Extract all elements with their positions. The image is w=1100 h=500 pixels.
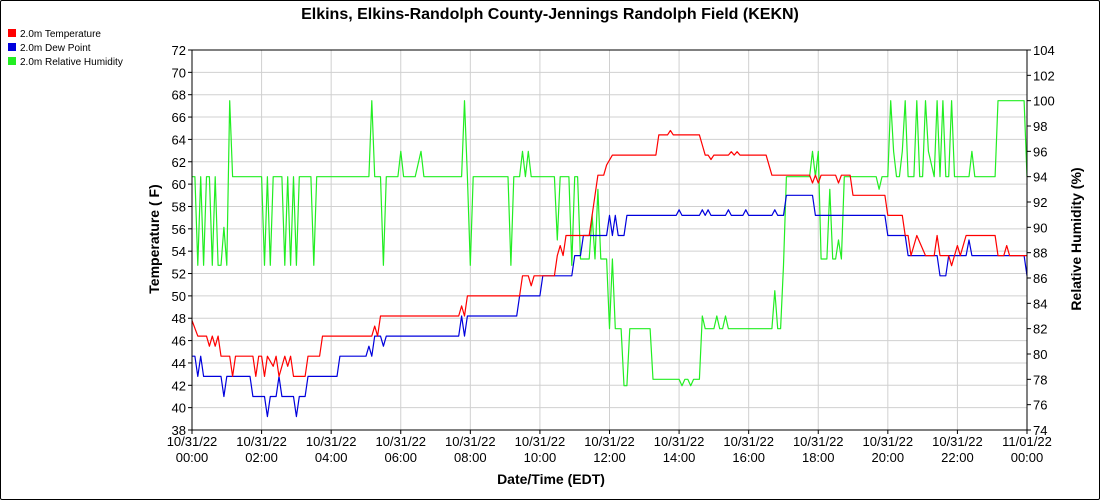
legend-label-dew-point: 2.0m Dew Point [20, 43, 91, 54]
x-tick-time: 10:00 [524, 450, 557, 465]
y-tick-label: 54 [172, 244, 186, 259]
y-tick-label: 50 [172, 289, 186, 304]
legend-label-temperature: 2.0m Temperature [20, 29, 101, 40]
y-tick-label: 64 [172, 132, 186, 147]
x-tick-time: 04:00 [315, 450, 348, 465]
y-tick-label: 46 [172, 334, 186, 349]
x-tick-time: 14:00 [663, 450, 696, 465]
x-tick-date: 10/31/22 [932, 434, 983, 449]
x-tick-date: 10/31/22 [375, 434, 426, 449]
x-tick-date: 10/31/22 [236, 434, 287, 449]
x-tick-date: 10/31/22 [515, 434, 566, 449]
x-tick-time: 12:00 [593, 450, 626, 465]
y2-tick-label: 80 [1033, 347, 1047, 362]
y-axis-title-left: Temperature ( F) [146, 184, 162, 293]
y2-tick-label: 86 [1033, 271, 1047, 286]
y-tick-label: 66 [172, 110, 186, 125]
series-line-2-0m-dew-point [192, 194, 1028, 418]
x-tick-time: 16:00 [732, 450, 765, 465]
legend-swatch-relative-humidity [8, 57, 16, 65]
x-tick-time: 00:00 [1011, 450, 1044, 465]
legend-label-relative-humidity: 2.0m Relative Humidity [20, 57, 123, 68]
y-axis-left: 38 40 42 44 46 48 50 52 54 56 58 60 62 64 66 68 70 72 [172, 43, 192, 438]
y2-tick-label: 84 [1033, 296, 1047, 311]
y2-tick-label: 82 [1033, 322, 1047, 337]
x-tick-time: 02:00 [245, 450, 278, 465]
y-tick-label: 52 [172, 267, 186, 282]
x-tick-time: 06:00 [384, 450, 417, 465]
y2-tick-label: 94 [1033, 170, 1047, 185]
x-tick-date: 10/31/22 [584, 434, 635, 449]
x-tick-time: 18:00 [802, 450, 835, 465]
y-tick-label: 62 [172, 155, 186, 170]
y2-tick-label: 104 [1033, 43, 1055, 58]
legend-swatch-dew-point [8, 43, 16, 51]
x-tick-date: 10/31/22 [863, 434, 914, 449]
y2-tick-label: 74 [1033, 423, 1047, 438]
y-tick-label: 38 [172, 423, 186, 438]
y2-tick-label: 92 [1033, 195, 1047, 210]
y-tick-label: 42 [172, 378, 186, 393]
x-tick-date: 10/31/22 [654, 434, 705, 449]
x-tick-time: 22:00 [941, 450, 974, 465]
series-line-2-0m-relative-humidity [192, 100, 1028, 387]
x-tick-date: 10/31/22 [793, 434, 844, 449]
series-layer [191, 100, 1028, 418]
y-tick-label: 44 [172, 356, 186, 371]
y2-tick-label: 88 [1033, 246, 1047, 261]
y2-tick-label: 78 [1033, 372, 1047, 387]
y2-tick-label: 100 [1033, 94, 1055, 109]
x-axis-title: Date/Time (EDT) [497, 471, 605, 487]
x-axis: 10/31/2200:0010/31/2202:0010/31/2204:001… [167, 430, 1052, 465]
legend-swatch-temperature [8, 29, 16, 37]
x-tick-time: 08:00 [454, 450, 487, 465]
grid-lines [191, 49, 1028, 431]
y-tick-label: 68 [172, 88, 186, 103]
y-axis-title-right: Relative Humidity (%) [1068, 167, 1084, 310]
y2-tick-label: 76 [1033, 398, 1047, 413]
y-tick-label: 40 [172, 401, 186, 416]
y-tick-label: 70 [172, 65, 186, 80]
y-tick-label: 56 [172, 222, 186, 237]
y2-tick-label: 98 [1033, 119, 1047, 134]
y-tick-label: 48 [172, 311, 186, 326]
x-tick-time: 00:00 [176, 450, 209, 465]
x-tick-date: 10/31/22 [723, 434, 774, 449]
y2-tick-label: 90 [1033, 220, 1047, 235]
y-tick-label: 58 [172, 199, 186, 214]
y2-tick-label: 96 [1033, 144, 1047, 159]
y2-tick-label: 102 [1033, 68, 1055, 83]
x-tick-date: 10/31/22 [445, 434, 496, 449]
series-line-2-0m-temperature [191, 129, 1027, 377]
y-tick-label: 72 [172, 43, 186, 58]
x-tick-date: 10/31/22 [167, 434, 218, 449]
legend: 2.0m Temperature 2.0m Dew Point 2.0m Rel… [8, 29, 123, 68]
x-tick-time: 20:00 [872, 450, 905, 465]
y-tick-label: 60 [172, 177, 186, 192]
y-axis-right: 74 76 78 80 82 84 86 88 90 92 94 96 98 100 102 104 [1027, 43, 1055, 438]
chart-title: Elkins, Elkins-Randolph County-Jennings … [301, 6, 799, 23]
x-tick-date: 11/01/22 [1002, 434, 1052, 449]
x-tick-date: 10/31/22 [306, 434, 357, 449]
